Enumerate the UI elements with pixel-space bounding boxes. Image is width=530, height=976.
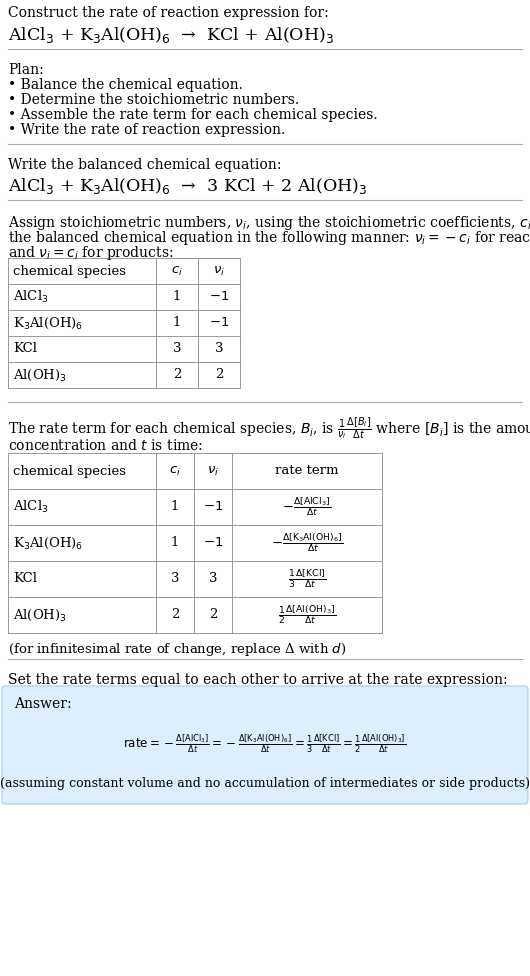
Text: Assign stoichiometric numbers, $\nu_i$, using the stoichiometric coefficients, $: Assign stoichiometric numbers, $\nu_i$, … [8, 214, 530, 232]
Text: The rate term for each chemical species, $B_i$, is $\frac{1}{\nu_i}\frac{\Delta[: The rate term for each chemical species,… [8, 416, 530, 442]
Text: • Assemble the rate term for each chemical species.: • Assemble the rate term for each chemic… [8, 108, 377, 122]
Text: $\frac{1}{2}\frac{\Delta[\mathrm{Al(OH)_3}]}{\Delta t}$: $\frac{1}{2}\frac{\Delta[\mathrm{Al(OH)_… [278, 603, 336, 627]
Text: Al(OH)$_3$: Al(OH)$_3$ [13, 367, 67, 383]
Text: $\frac{1}{3}\frac{\Delta[\mathrm{KCl}]}{\Delta t}$: $\frac{1}{3}\frac{\Delta[\mathrm{KCl}]}{… [288, 568, 326, 590]
Text: 2: 2 [209, 608, 217, 622]
Text: and $\nu_i = c_i$ for products:: and $\nu_i = c_i$ for products: [8, 244, 173, 262]
Text: • Write the rate of reaction expression.: • Write the rate of reaction expression. [8, 123, 285, 137]
Text: $c_i$: $c_i$ [171, 264, 183, 277]
Text: 1: 1 [173, 291, 181, 304]
Text: the balanced chemical equation in the following manner: $\nu_i = -c_i$ for react: the balanced chemical equation in the fo… [8, 229, 530, 247]
Text: 3: 3 [173, 343, 181, 355]
Text: 1: 1 [171, 501, 179, 513]
Text: AlCl$_3$: AlCl$_3$ [13, 499, 49, 515]
Text: KCl: KCl [13, 343, 37, 355]
Text: KCl: KCl [13, 573, 37, 586]
FancyBboxPatch shape [2, 686, 528, 804]
Text: $-1$: $-1$ [203, 501, 223, 513]
Text: $-1$: $-1$ [203, 537, 223, 549]
Text: $-1$: $-1$ [209, 291, 229, 304]
Text: Write the balanced chemical equation:: Write the balanced chemical equation: [8, 158, 281, 172]
Text: Plan:: Plan: [8, 63, 44, 77]
Text: concentration and $t$ is time:: concentration and $t$ is time: [8, 438, 203, 453]
Text: AlCl$_3$ + K$_3$Al(OH)$_6$  →  KCl + Al(OH)$_3$: AlCl$_3$ + K$_3$Al(OH)$_6$ → KCl + Al(OH… [8, 25, 334, 45]
Text: 2: 2 [215, 369, 223, 382]
Text: $\nu_i$: $\nu_i$ [213, 264, 225, 277]
Text: 3: 3 [209, 573, 217, 586]
Text: 3: 3 [171, 573, 179, 586]
Text: Al(OH)$_3$: Al(OH)$_3$ [13, 607, 67, 623]
Text: 2: 2 [171, 608, 179, 622]
Text: 1: 1 [171, 537, 179, 549]
Text: Construct the rate of reaction expression for:: Construct the rate of reaction expressio… [8, 6, 329, 20]
Text: • Balance the chemical equation.: • Balance the chemical equation. [8, 78, 243, 92]
Text: 2: 2 [173, 369, 181, 382]
Text: $-1$: $-1$ [209, 316, 229, 330]
Text: • Determine the stoichiometric numbers.: • Determine the stoichiometric numbers. [8, 93, 299, 107]
Text: (assuming constant volume and no accumulation of intermediates or side products): (assuming constant volume and no accumul… [0, 778, 530, 791]
Text: AlCl$_3$ + K$_3$Al(OH)$_6$  →  3 KCl + 2 Al(OH)$_3$: AlCl$_3$ + K$_3$Al(OH)$_6$ → 3 KCl + 2 A… [8, 176, 367, 196]
Text: chemical species: chemical species [13, 264, 126, 277]
Text: $\nu_i$: $\nu_i$ [207, 465, 219, 477]
Text: 1: 1 [173, 316, 181, 330]
Text: Set the rate terms equal to each other to arrive at the rate expression:: Set the rate terms equal to each other t… [8, 673, 508, 687]
Text: $\mathrm{rate} = -\frac{\Delta[\mathrm{AlCl_3}]}{\Delta t} = -\frac{\Delta[\math: $\mathrm{rate} = -\frac{\Delta[\mathrm{A… [123, 733, 407, 755]
Text: rate term: rate term [275, 465, 339, 477]
Text: 3: 3 [215, 343, 223, 355]
Text: $-\frac{\Delta[\mathrm{AlCl_3}]}{\Delta t}$: $-\frac{\Delta[\mathrm{AlCl_3}]}{\Delta … [282, 496, 332, 518]
Text: $-\frac{\Delta[\mathrm{K_3Al(OH)_6}]}{\Delta t}$: $-\frac{\Delta[\mathrm{K_3Al(OH)_6}]}{\D… [271, 532, 343, 554]
Text: $c_i$: $c_i$ [169, 465, 181, 477]
Text: K$_3$Al(OH)$_6$: K$_3$Al(OH)$_6$ [13, 315, 83, 331]
Text: K$_3$Al(OH)$_6$: K$_3$Al(OH)$_6$ [13, 536, 83, 550]
Text: Answer:: Answer: [14, 697, 72, 711]
Text: AlCl$_3$: AlCl$_3$ [13, 289, 49, 305]
Text: (for infinitesimal rate of change, replace Δ with $d$): (for infinitesimal rate of change, repla… [8, 641, 347, 658]
Text: chemical species: chemical species [13, 465, 126, 477]
